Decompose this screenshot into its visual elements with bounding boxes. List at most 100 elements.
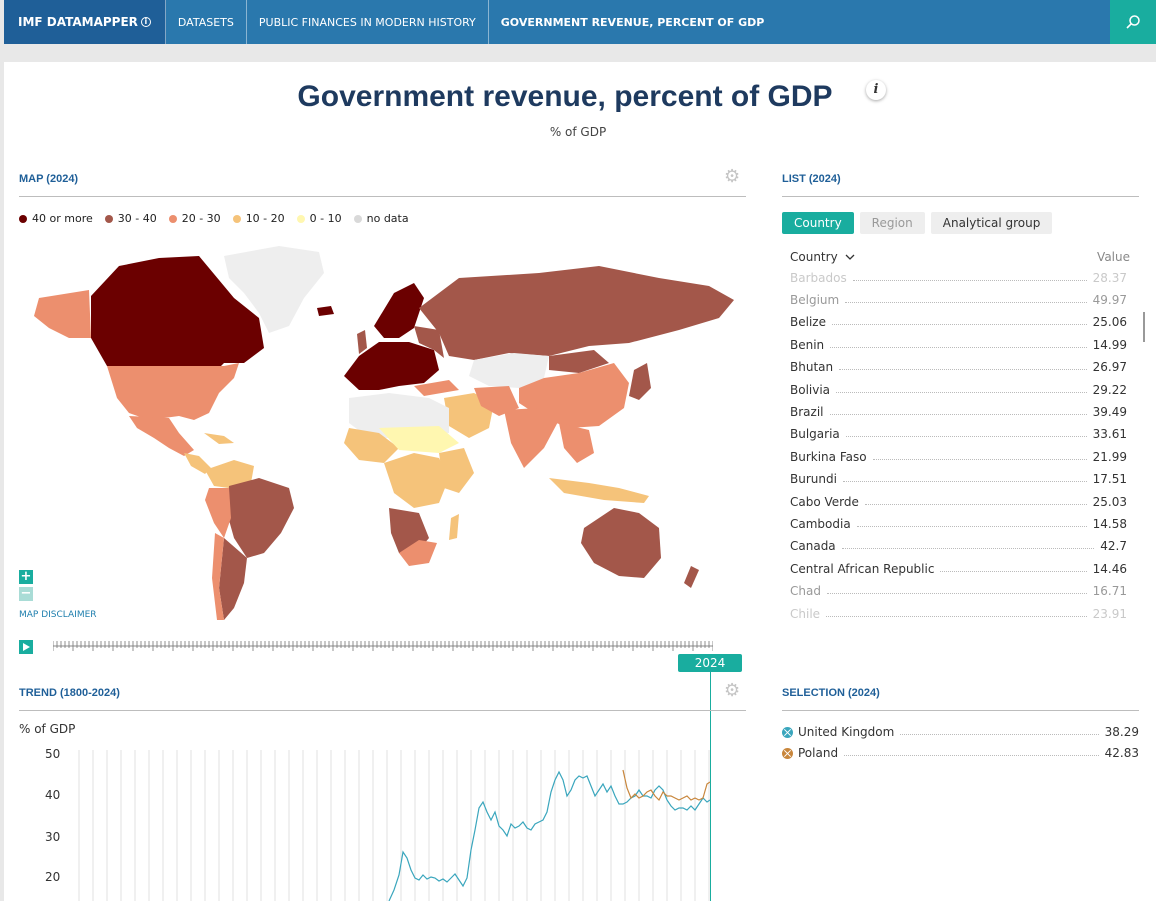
map-region-southeast-asia[interactable]	[559, 423, 594, 463]
world-map[interactable]	[19, 238, 739, 628]
zoom-out-button[interactable]: −	[19, 586, 33, 601]
list-row[interactable]: Cabo Verde 25.03	[790, 492, 1137, 512]
list-row[interactable]: Benin 14.99	[790, 335, 1137, 355]
nav-datasets[interactable]: DATASETS	[166, 0, 247, 44]
map-region-brazil[interactable]	[227, 478, 294, 558]
map-region-central-america[interactable]	[184, 453, 211, 474]
map-region-peru-bolivia[interactable]	[205, 488, 231, 538]
map-region-turkey[interactable]	[414, 380, 459, 396]
map-region-iran[interactable]	[474, 386, 519, 416]
trend-chart[interactable]: 50 40 30 20	[19, 740, 719, 901]
legend-item[interactable]: no data	[353, 212, 409, 225]
timeline-slider[interactable]	[53, 640, 713, 654]
selection-item-poland[interactable]: Poland 42.83	[782, 743, 1139, 763]
legend-item[interactable]: 0 - 10	[296, 212, 342, 225]
row-dots	[900, 733, 1099, 735]
country-list[interactable]: Barbados 28.37 Belgium 49.97 Belize 25.06 B…	[790, 270, 1137, 622]
row-country: Cambodia	[790, 517, 851, 531]
map-region-usa[interactable]	[107, 363, 239, 420]
map-region-china[interactable]	[519, 363, 629, 428]
legend-item[interactable]: 20 - 30	[168, 212, 221, 225]
list-row[interactable]: Brazil 39.49	[790, 402, 1137, 422]
map-region-scandinavia[interactable]	[374, 283, 424, 338]
legend-item[interactable]: 40 or more	[19, 212, 93, 225]
map-region-japan[interactable]	[629, 363, 651, 400]
list-row[interactable]: Canada 42.7	[790, 536, 1137, 556]
map-region-argentina[interactable]	[219, 538, 247, 620]
list-row[interactable]: Cambodia 14.58	[790, 514, 1137, 534]
map-region-chile[interactable]	[212, 533, 224, 620]
tab-country[interactable]: Country	[782, 212, 854, 234]
map-region-indonesia[interactable]	[549, 478, 649, 503]
list-scrollbar[interactable]	[1143, 312, 1145, 342]
tab-region[interactable]: Region	[859, 212, 925, 234]
map-region-uk[interactable]	[357, 330, 367, 354]
row-country: Burundi	[790, 472, 837, 486]
list-row[interactable]: Burkina Faso 21.99	[790, 447, 1137, 467]
row-dots	[856, 525, 1087, 527]
map-region-caribbean[interactable]	[204, 433, 234, 444]
map-region-east-africa[interactable]	[439, 448, 474, 493]
row-dots	[940, 570, 1087, 572]
map-region-new-zealand[interactable]	[684, 566, 699, 588]
map-region-greenland[interactable]	[224, 246, 324, 333]
legend-label: 30 - 40	[117, 212, 157, 225]
trend-settings-gear-icon[interactable]: ⚙	[724, 680, 741, 701]
map-region-mongolia[interactable]	[549, 350, 609, 373]
title-info-icon[interactable]: i	[866, 80, 886, 100]
search-button[interactable]	[1110, 0, 1156, 44]
play-button[interactable]	[19, 640, 33, 654]
map-region-south-africa[interactable]	[399, 540, 437, 566]
list-row[interactable]: Chile 23.91	[790, 604, 1137, 622]
map-region-iceland[interactable]	[317, 306, 334, 316]
brand-link[interactable]: IMF DATAMAPPER i	[4, 0, 166, 44]
map-legend: 40 or more 30 - 40 20 - 30 10 - 20 0 - 1…	[19, 212, 409, 225]
uk-trend-line[interactable]	[388, 770, 711, 901]
row-dots	[826, 592, 1087, 594]
list-row[interactable]: Bhutan 26.97	[790, 357, 1137, 377]
list-row[interactable]: Belize 25.06	[790, 312, 1137, 332]
search-icon	[1126, 15, 1140, 29]
row-value: 26.97	[1092, 360, 1127, 374]
remove-selection-icon[interactable]	[782, 747, 793, 759]
map-region-eastern-europe[interactable]	[414, 326, 444, 358]
map-region-alaska[interactable]	[34, 290, 91, 338]
map-region-central-africa[interactable]	[384, 453, 449, 508]
list-row[interactable]: Barbados 28.37	[790, 270, 1137, 288]
map-region-sahel[interactable]	[379, 426, 459, 453]
map-region-madagascar[interactable]	[449, 514, 459, 540]
country-sort-button[interactable]: Country	[790, 250, 855, 264]
row-value: 25.06	[1092, 315, 1127, 329]
map-region-australia[interactable]	[581, 508, 661, 578]
legend-label: 20 - 30	[181, 212, 221, 225]
poland-trend-line[interactable]	[622, 769, 711, 802]
list-row[interactable]: Central African Republic 14.46	[790, 559, 1137, 579]
map-region-russia[interactable]	[419, 266, 734, 360]
list-row[interactable]: Burundi 17.51	[790, 469, 1137, 489]
list-row[interactable]: Bulgaria 33.61	[790, 424, 1137, 444]
map-region-canada[interactable]	[91, 256, 264, 378]
map-region-mexico[interactable]	[129, 416, 194, 456]
selection-item-united-kingdom[interactable]: United Kingdom 38.29	[782, 722, 1139, 742]
map-region-colombia-venezuela[interactable]	[205, 460, 254, 488]
legend-item[interactable]: 30 - 40	[104, 212, 157, 225]
info-icon[interactable]: i	[140, 17, 151, 27]
map-region-india[interactable]	[504, 408, 559, 468]
remove-selection-icon[interactable]	[782, 726, 793, 738]
map-disclaimer-link[interactable]: MAP DISCLAIMER	[19, 610, 97, 620]
list-row[interactable]: Belgium 49.97	[790, 290, 1137, 310]
nav-public-finances[interactable]: PUBLIC FINANCES IN MODERN HISTORY	[247, 0, 489, 44]
map-region-central-asia[interactable]	[469, 353, 549, 388]
row-value: 42.7	[1100, 539, 1127, 553]
tab-analytical-group[interactable]: Analytical group	[930, 212, 1053, 234]
list-row[interactable]: Chad 16.71	[790, 581, 1137, 601]
map-region-western-europe[interactable]	[344, 342, 439, 390]
map-settings-gear-icon[interactable]: ⚙	[724, 166, 741, 187]
row-dots	[826, 615, 1087, 617]
zoom-in-button[interactable]: +	[19, 569, 33, 584]
year-badge[interactable]: 2024	[678, 654, 742, 672]
list-row[interactable]: Bolivia 29.22	[790, 380, 1137, 400]
nav-current-indicator[interactable]: GOVERNMENT REVENUE, PERCENT OF GDP	[500, 15, 765, 29]
legend-item[interactable]: 10 - 20	[232, 212, 285, 225]
map-region-west-africa[interactable]	[344, 428, 399, 463]
